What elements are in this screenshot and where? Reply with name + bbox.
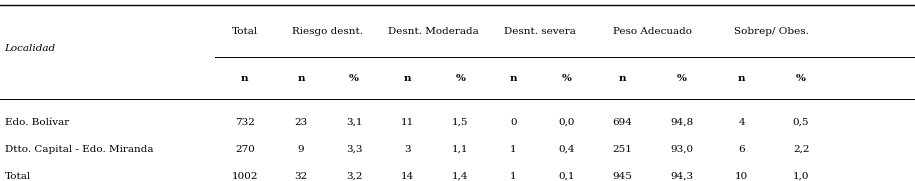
Text: 1: 1	[510, 172, 517, 181]
Text: Dtto. Capital - Edo. Miranda: Dtto. Capital - Edo. Miranda	[5, 145, 153, 154]
Text: 1002: 1002	[231, 172, 258, 181]
Text: n: n	[619, 74, 627, 83]
Text: 251: 251	[613, 145, 632, 154]
Text: 9: 9	[297, 145, 305, 154]
Text: Riesgo desnt.: Riesgo desnt.	[292, 27, 363, 36]
Text: 14: 14	[401, 172, 414, 181]
Text: Total: Total	[5, 172, 31, 181]
Text: Desnt. Moderada: Desnt. Moderada	[388, 27, 479, 36]
Text: %: %	[562, 74, 571, 83]
Text: 23: 23	[295, 118, 307, 127]
Text: n: n	[297, 74, 305, 83]
Text: 0: 0	[510, 118, 517, 127]
Text: 1,5: 1,5	[452, 118, 468, 127]
Text: Localidad: Localidad	[5, 44, 56, 53]
Text: 3,1: 3,1	[346, 118, 362, 127]
Text: 732: 732	[235, 118, 254, 127]
Text: %: %	[796, 74, 806, 83]
Text: 0,4: 0,4	[558, 145, 575, 154]
Text: 270: 270	[235, 145, 254, 154]
Text: 0,5: 0,5	[792, 118, 810, 127]
Text: 2,2: 2,2	[792, 145, 810, 154]
Text: 694: 694	[613, 118, 632, 127]
Text: Edo. Bolívar: Edo. Bolívar	[5, 118, 69, 127]
Text: 1,0: 1,0	[792, 172, 810, 181]
Text: 4: 4	[738, 118, 745, 127]
Text: n: n	[737, 74, 746, 83]
Text: %: %	[350, 74, 359, 83]
Text: 3: 3	[404, 145, 411, 154]
Text: 0,0: 0,0	[558, 118, 575, 127]
Text: %: %	[456, 74, 465, 83]
Text: 11: 11	[401, 118, 414, 127]
Text: 10: 10	[735, 172, 748, 181]
Text: 1: 1	[510, 145, 517, 154]
Text: 93,0: 93,0	[671, 145, 694, 154]
Text: 94,8: 94,8	[671, 118, 694, 127]
Text: n: n	[404, 74, 411, 83]
Text: 0,1: 0,1	[558, 172, 575, 181]
Text: 94,3: 94,3	[671, 172, 694, 181]
Text: Sobrep/ Obes.: Sobrep/ Obes.	[734, 27, 809, 36]
Text: 1,1: 1,1	[452, 145, 468, 154]
Text: 1,4: 1,4	[452, 172, 468, 181]
Text: Peso Adecuado: Peso Adecuado	[613, 27, 692, 36]
Text: 32: 32	[295, 172, 307, 181]
Text: 3,2: 3,2	[346, 172, 362, 181]
Text: 6: 6	[738, 145, 745, 154]
Text: 945: 945	[613, 172, 632, 181]
Text: 3,3: 3,3	[346, 145, 362, 154]
Text: n: n	[241, 74, 249, 83]
Text: Total: Total	[231, 27, 258, 36]
Text: Desnt. severa: Desnt. severa	[504, 27, 576, 36]
Text: n: n	[510, 74, 517, 83]
Text: %: %	[677, 74, 687, 83]
